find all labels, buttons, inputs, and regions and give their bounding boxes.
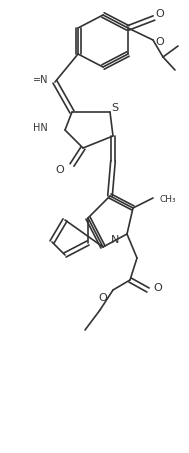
Text: O: O xyxy=(156,9,164,19)
Text: O: O xyxy=(156,37,164,47)
Text: N: N xyxy=(111,235,119,245)
Text: O: O xyxy=(99,293,107,303)
Text: O: O xyxy=(154,283,162,293)
Text: S: S xyxy=(112,103,119,113)
Text: =N: =N xyxy=(33,75,48,85)
Text: HN: HN xyxy=(33,123,48,133)
Text: O: O xyxy=(56,165,64,175)
Text: CH₃: CH₃ xyxy=(160,196,177,204)
